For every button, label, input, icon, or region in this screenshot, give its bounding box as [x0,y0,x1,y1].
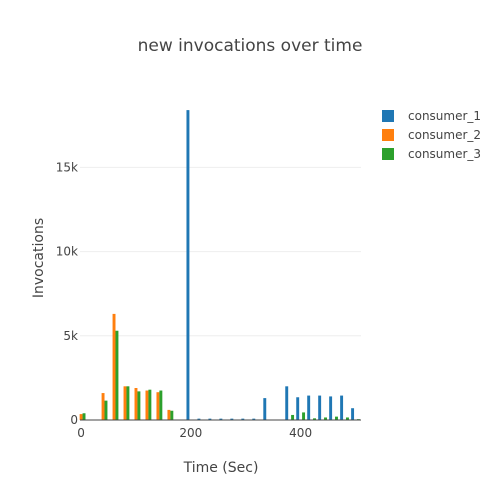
y-tick-label: 10k [56,245,78,259]
bar-consumer_1[interactable] [241,418,245,420]
bar-consumer_3[interactable] [115,330,119,420]
bar-consumer_2[interactable] [145,390,149,420]
bar-consumer_2[interactable] [79,414,83,420]
chart-title: new invocations over time [138,36,363,56]
bar-consumer_1[interactable] [340,395,344,420]
bar-consumer_1[interactable] [318,395,322,420]
y-tick-label: 0 [70,413,78,427]
legend-label-consumer_3[interactable]: consumer_3 [408,147,481,161]
legend-swatch-consumer_2[interactable] [382,129,394,141]
bar-consumer_3[interactable] [148,389,152,420]
bar-consumer_1[interactable] [263,398,267,420]
bar-consumer_3[interactable] [291,414,295,420]
bar-consumer_2[interactable] [101,393,105,420]
legend-label-consumer_1[interactable]: consumer_1 [408,109,481,123]
legend-swatch-consumer_1[interactable] [382,110,394,122]
bar-consumer_1[interactable] [230,418,234,420]
bar-consumer_2[interactable] [134,388,138,420]
bar-consumer_1[interactable] [197,418,201,420]
x-axis-title: Time (Sec) [183,460,259,476]
bar-consumer_3[interactable] [104,400,108,420]
bar-consumer_3[interactable] [335,416,338,420]
x-tick-label: 0 [77,426,85,440]
legend-label-consumer_2[interactable]: consumer_2 [408,128,481,142]
bar-consumer_1[interactable] [351,408,355,420]
bar-consumer_2[interactable] [167,409,171,420]
bar-consumer_3[interactable] [313,418,316,420]
bar-consumer_1[interactable] [186,110,190,421]
bar-consumer_1[interactable] [219,418,223,420]
grid-lines [80,166,361,337]
bar-consumer_3[interactable] [345,417,349,420]
bar-consumer_3[interactable] [137,391,141,420]
x-tick-label: 400 [289,426,312,440]
bar-consumer_1[interactable] [252,418,256,420]
bar-consumer_3[interactable] [302,412,306,420]
y-tick-label: 15k [56,160,78,174]
legend: consumer_1 consumer_2 consumer_3 [382,109,481,161]
axes: 0 5k 10k 15k 0 200 400 [56,160,361,440]
y-axis-title: Invocations [31,218,47,298]
bar-consumer_2[interactable] [112,313,116,420]
bar-consumer_3[interactable] [170,410,174,420]
bar-consumer_1[interactable] [285,386,289,420]
bar-consumer_1[interactable] [296,397,300,420]
x-tick-label: 200 [179,426,202,440]
bar-consumer_1[interactable] [307,395,311,420]
y-tick-label: 5k [63,329,78,343]
legend-swatch-consumer_3[interactable] [382,148,394,160]
bar-consumer_3[interactable] [126,386,130,420]
bars [79,110,360,421]
bar-consumer_2[interactable] [123,386,127,420]
bar-consumer_3[interactable] [324,417,327,420]
bar-consumer_1[interactable] [329,396,333,420]
bar-consumer_1[interactable] [208,418,212,420]
bar-consumer_3[interactable] [82,413,86,420]
bar-consumer_2[interactable] [156,392,160,420]
bar-consumer_3[interactable] [159,390,163,420]
